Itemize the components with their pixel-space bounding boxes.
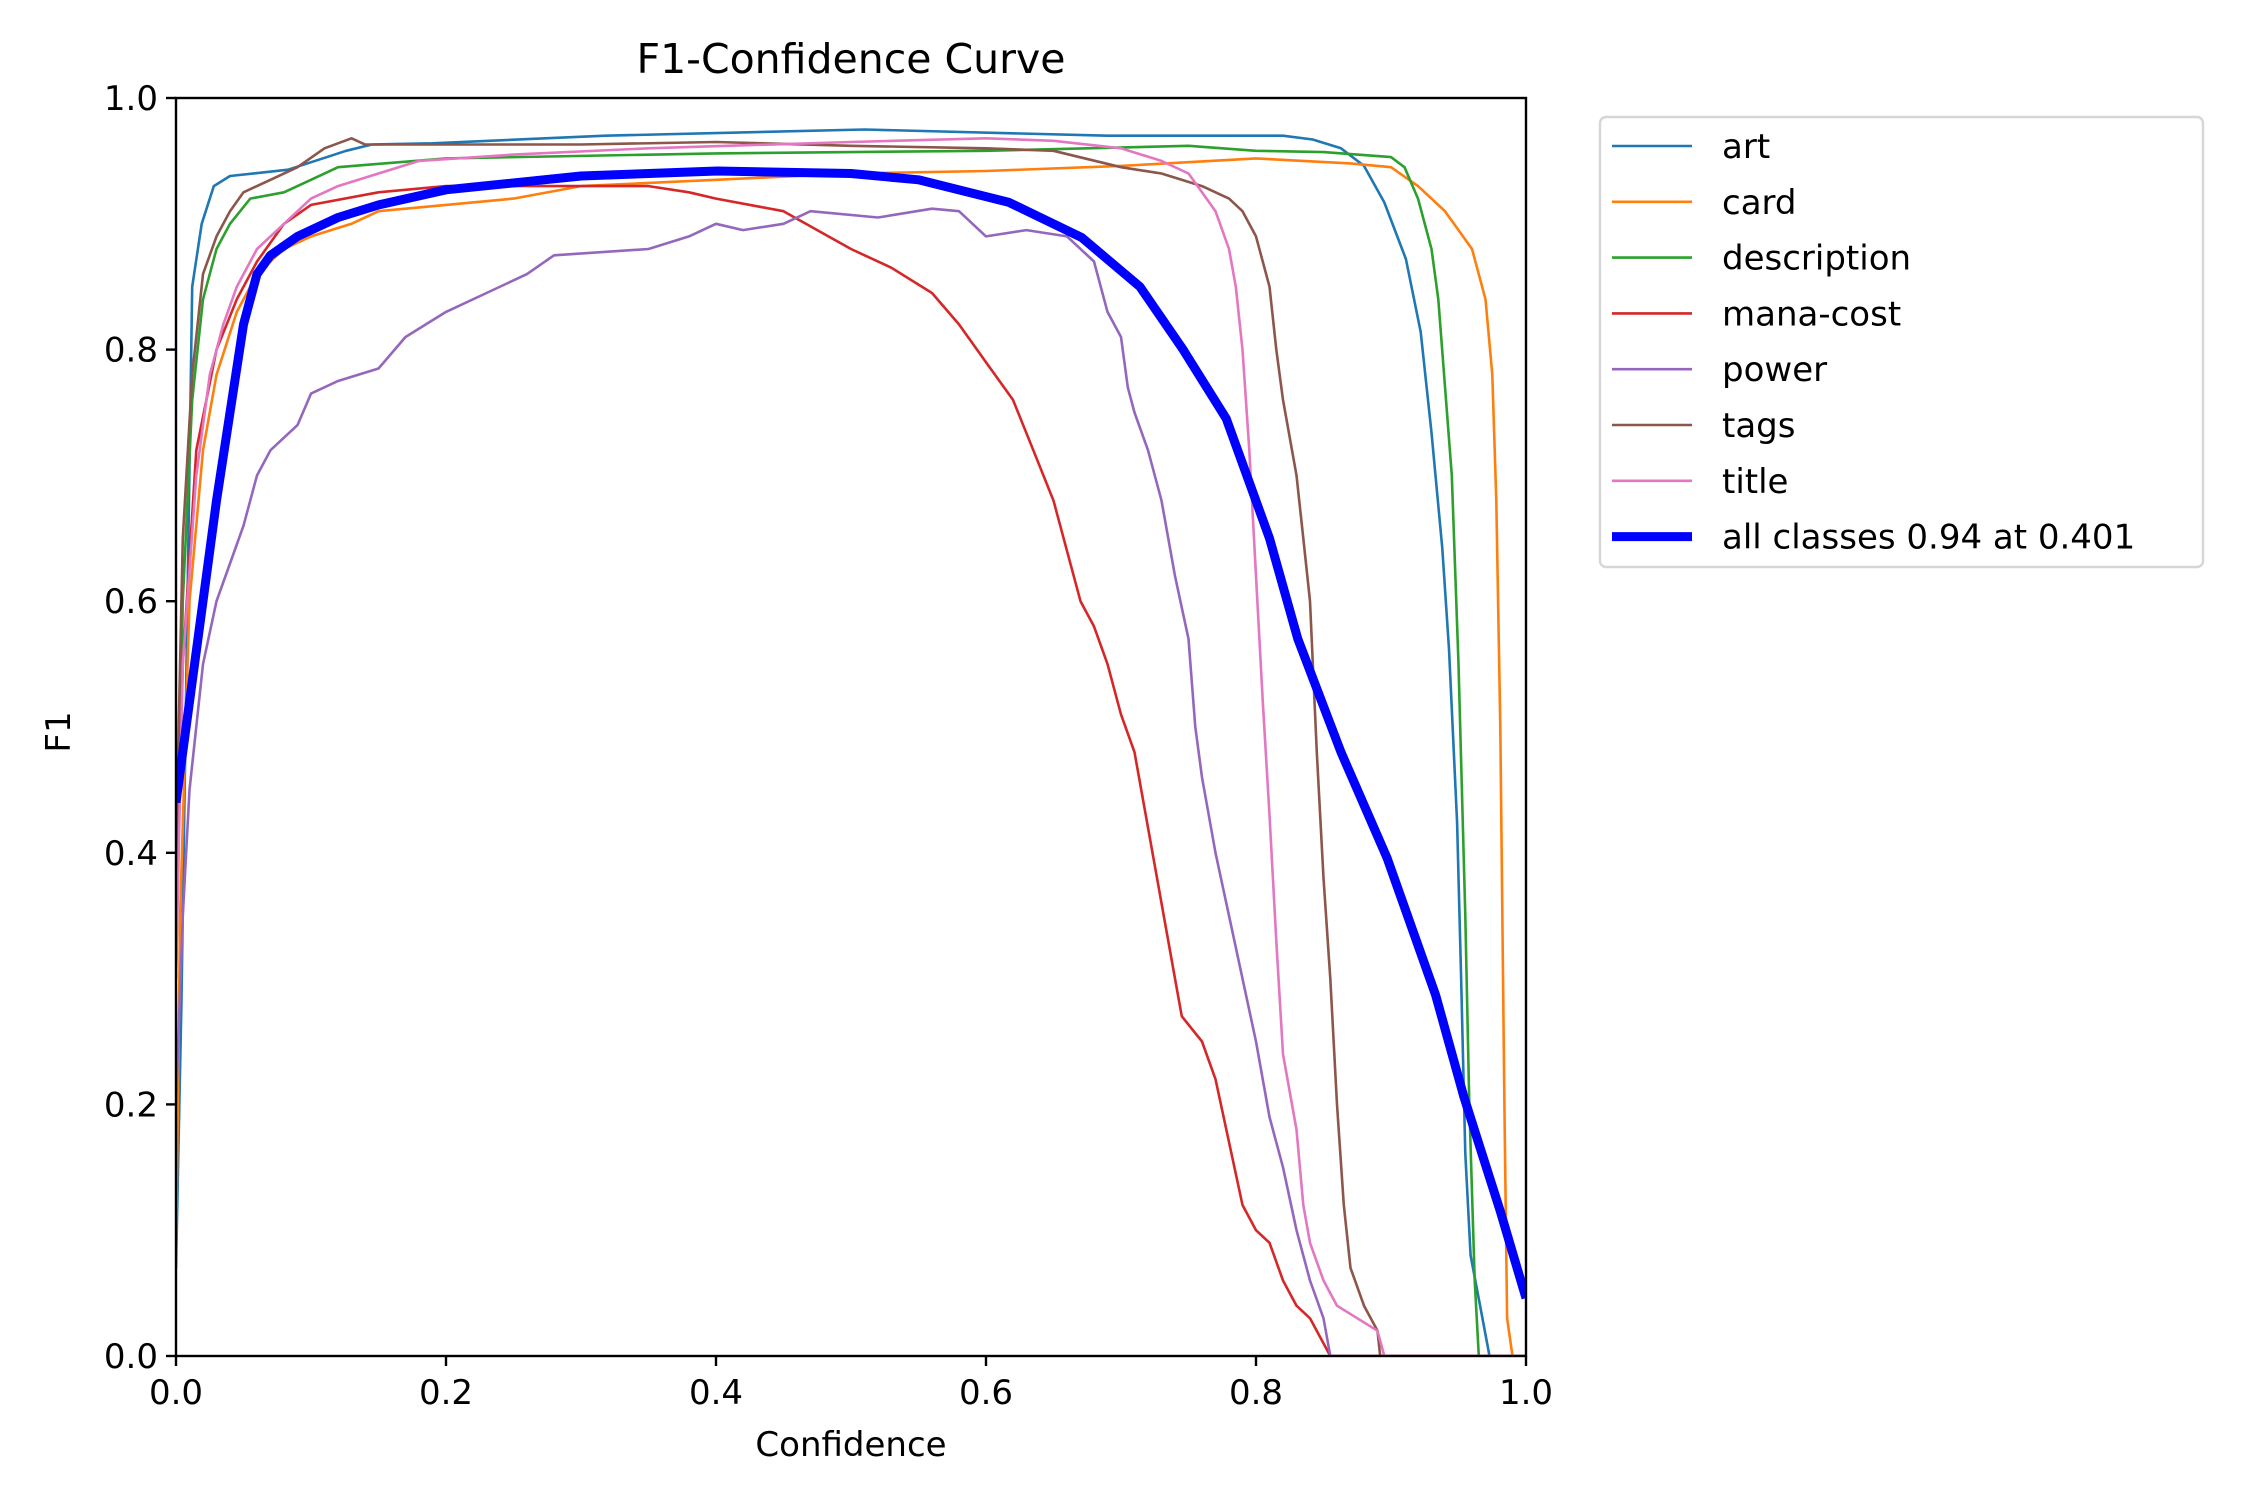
chart-title: F1-Confidence Curve: [637, 35, 1066, 83]
legend-label: art: [1722, 127, 1770, 167]
y-tick-label: 0.0: [104, 1337, 158, 1377]
series-line-tags: [176, 137, 1526, 1356]
y-tick-label: 0.2: [104, 1085, 158, 1125]
series-line-mana-cost: [176, 184, 1526, 1356]
legend-label: all classes 0.94 at 0.401: [1722, 518, 2135, 558]
y-tick-label: 0.4: [104, 834, 158, 874]
series-line-card: [176, 157, 1526, 1356]
axes: 0.0 0.2 0.4 0.6 0.8 1.0 0.0 0.2 0.4 0.6 0.8 1.0: [104, 79, 1553, 1413]
series-line-description: [176, 144, 1526, 1356]
series-line-title: [176, 137, 1526, 1356]
x-tick-label: 0.8: [1229, 1373, 1283, 1413]
legend-label: power: [1722, 350, 1827, 390]
x-tick-label: 0.4: [689, 1373, 743, 1413]
y-axis-label: F1: [39, 711, 79, 752]
series-line-art: [176, 128, 1526, 1356]
x-tick-label: 0.2: [419, 1373, 473, 1413]
series-line-power: [176, 207, 1526, 1356]
y-tick-label: 0.6: [104, 582, 158, 622]
x-tick-label: 1.0: [1499, 1373, 1553, 1413]
legend-label: title: [1722, 462, 1788, 502]
x-tick-label: 0.6: [959, 1373, 1013, 1413]
y-tick-label: 0.8: [104, 331, 158, 371]
plot-frame: [174, 96, 1528, 1358]
legend-label: card: [1722, 183, 1797, 223]
plot-area: [176, 128, 1526, 1356]
legend-label: description: [1722, 239, 1911, 279]
x-axis-label: Confidence: [755, 1425, 946, 1465]
legend-label: tags: [1722, 406, 1795, 446]
legend: art card description mana-cost power tags titl…: [1598, 115, 2205, 569]
y-tick-label: 1.0: [104, 79, 158, 119]
series-line-all: [176, 166, 1526, 1300]
legend-box: [1598, 115, 2205, 569]
legend-label: mana-cost: [1722, 294, 1901, 334]
x-tick-label: 0.0: [149, 1373, 203, 1413]
